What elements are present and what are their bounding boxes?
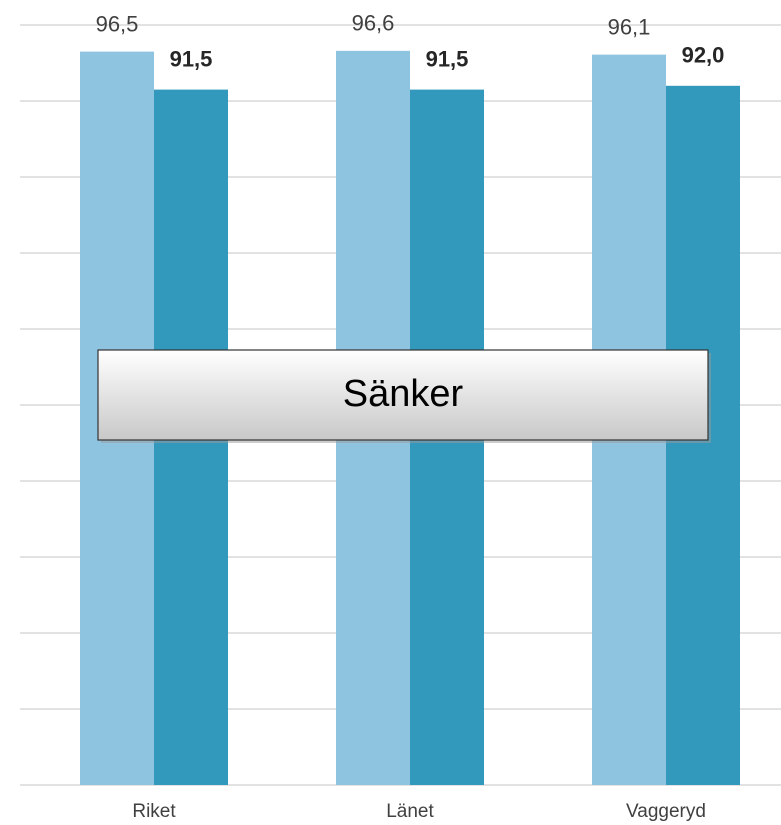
x-tick-label: Länet bbox=[386, 801, 434, 822]
data-label: 92,0 bbox=[682, 43, 725, 68]
x-tick-label: Riket bbox=[132, 801, 176, 822]
data-label: 91,5 bbox=[170, 46, 213, 71]
annotation-box bbox=[97, 349, 709, 441]
annotation: Sänker bbox=[343, 373, 464, 415]
data-label: 91,5 bbox=[426, 46, 469, 71]
data-label: 96,1 bbox=[608, 14, 651, 39]
data-label: 96,5 bbox=[96, 11, 139, 36]
data-label: 96,6 bbox=[352, 11, 395, 36]
x-tick-label: Vaggeryd bbox=[626, 801, 706, 822]
